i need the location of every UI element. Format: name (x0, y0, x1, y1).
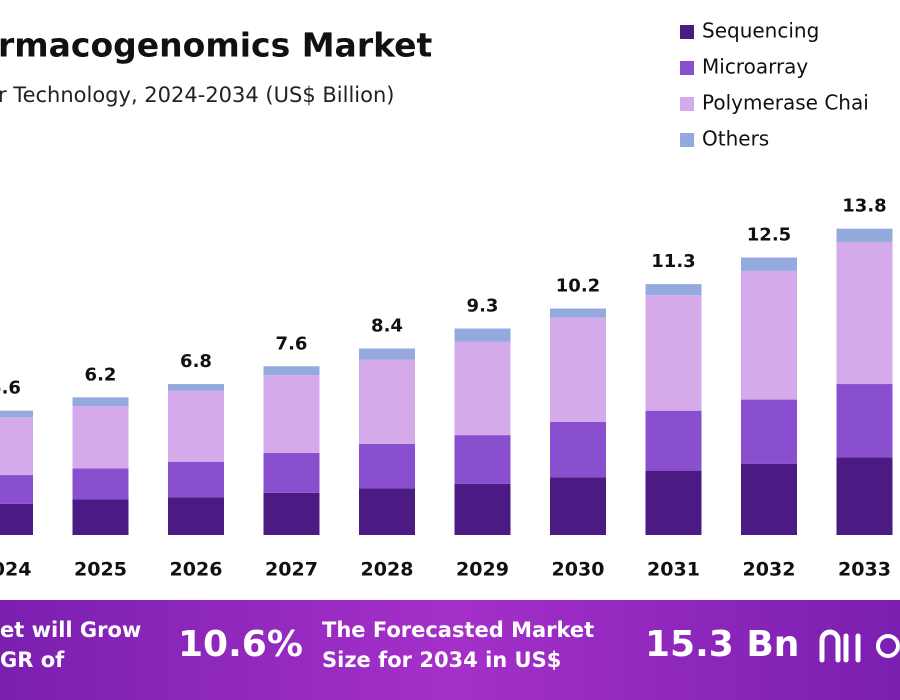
bar-segment (72, 468, 129, 500)
bar-segment (168, 384, 224, 391)
footer-text: Size for 2034 in US$ (322, 648, 561, 672)
bar-segment (645, 295, 702, 411)
x-tick-label: 2030 (552, 559, 605, 581)
bar-segment (645, 284, 702, 296)
bar-segment (550, 421, 606, 478)
total-label: 13.8 (842, 196, 886, 217)
bar-segment (359, 488, 415, 535)
footer-size: 15.3 Bn (645, 624, 799, 665)
legend-label: Polymerase Chai (702, 91, 869, 115)
bar-segment (454, 341, 511, 436)
legend-swatch (680, 61, 694, 75)
legend-swatch (680, 97, 694, 111)
legend: Sequencing Microarray Polymerase Chai Other… (680, 19, 869, 151)
chart-subtitle: r Technology, 2024-2034 (US$ Billion) (0, 83, 394, 107)
bar-segment (0, 475, 33, 504)
bar-segment (168, 461, 224, 498)
x-tick-label: 2025 (74, 559, 127, 581)
bar-segment (72, 499, 129, 535)
footer-text: et will Grow (0, 618, 141, 642)
bar-segment (263, 366, 320, 376)
legend-label: Others (702, 127, 769, 151)
x-tick-label: 2032 (743, 559, 796, 581)
bar-segment (741, 257, 797, 271)
bar-segment (263, 375, 320, 453)
total-label: 5.6 (0, 378, 21, 399)
total-label: 12.5 (747, 225, 791, 246)
bar-segment (645, 470, 702, 535)
legend-swatch (680, 25, 694, 39)
bar-segment (741, 399, 797, 464)
bar-segment (359, 359, 415, 444)
x-tick-label: 2031 (647, 559, 700, 581)
total-label: 10.2 (556, 276, 600, 297)
bar-segment (0, 503, 33, 535)
bar-segment (263, 492, 320, 535)
bar-segment (645, 410, 702, 471)
bar-segment (168, 390, 224, 462)
total-label: 7.6 (276, 333, 308, 354)
footer-text: The Forecasted Market (322, 618, 594, 642)
bar-segment (836, 384, 893, 458)
bar-segment (72, 397, 129, 407)
total-label: 6.8 (180, 351, 212, 372)
bar-segment (454, 328, 511, 342)
bar-segment (168, 497, 224, 535)
bar-segment (741, 270, 797, 400)
bar-segment (72, 406, 129, 469)
total-label: 9.3 (467, 296, 499, 317)
bar-segment (550, 308, 606, 318)
legend-swatch (680, 133, 694, 147)
bar-segment (359, 443, 415, 489)
footer-cagr: 10.6% (178, 624, 303, 665)
x-tick-label: 2024 (0, 559, 31, 581)
total-label: 11.3 (651, 251, 695, 272)
logo (819, 629, 900, 663)
bar-segment (263, 452, 320, 493)
x-tick-label: 2028 (361, 559, 414, 581)
legend-label: Microarray (702, 55, 808, 79)
x-tick-label: 2027 (265, 559, 318, 581)
footer-band (0, 600, 900, 700)
plot: 5.6 2024 6.2 2025 6.8 2026 7.6 2027 8.4 2028 9.3 20… (0, 196, 893, 581)
bar-segment (0, 410, 33, 418)
bar-segment (359, 348, 415, 360)
bar-segment (550, 477, 606, 535)
chart-title: rmacogenomics Market (0, 26, 433, 65)
total-label: 6.2 (85, 364, 117, 385)
footer-text: GR of (0, 648, 65, 672)
total-label: 8.4 (371, 316, 403, 337)
legend-label: Sequencing (702, 19, 819, 43)
bar-segment (836, 241, 893, 385)
x-tick-label: 2026 (170, 559, 223, 581)
bar-segment (454, 483, 511, 535)
bar-segment (0, 417, 33, 476)
bar-segment (550, 317, 606, 422)
bar-segment (836, 228, 893, 242)
bar-segment (836, 457, 893, 535)
bar-segment (741, 463, 797, 535)
x-tick-label: 2033 (838, 559, 891, 581)
x-tick-label: 2029 (456, 559, 509, 581)
bar-segment (454, 435, 511, 484)
